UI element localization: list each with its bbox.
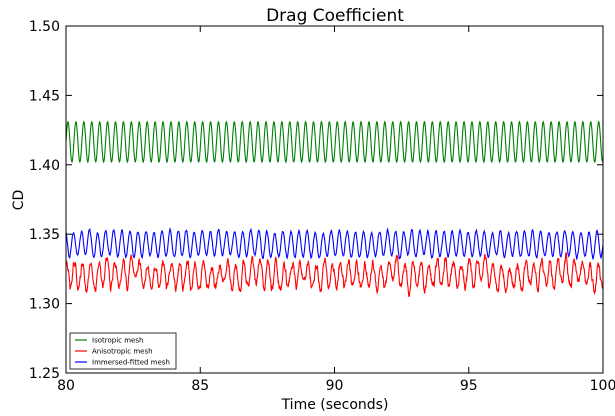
x-tick-label: 85 xyxy=(191,378,209,394)
chart-title: Drag Coefficient xyxy=(266,6,404,26)
ticks-layer: 80 85 90 95 100 1.25 1.30 1.35 1.40 1.45 1.50 xyxy=(29,19,615,394)
x-tick-label: 90 xyxy=(326,378,344,394)
y-tick-label: 1.45 xyxy=(29,88,60,104)
y-axis-label: CD xyxy=(11,190,27,211)
legend-box xyxy=(69,332,177,370)
y-tick-label: 1.50 xyxy=(29,19,60,35)
series-line-1 xyxy=(65,120,604,164)
x-axis-label: Time (seconds) xyxy=(281,397,389,412)
series-layer xyxy=(65,120,604,298)
plot-frame xyxy=(65,25,604,374)
legend-label-2: Anisotropic mesh xyxy=(92,348,153,356)
x-tick-label: 100 xyxy=(590,378,615,394)
y-tick-label: 1.35 xyxy=(29,227,60,243)
y-tick-label: 1.40 xyxy=(29,158,60,174)
x-tick-label: 80 xyxy=(57,378,75,394)
legend-label-3: Immersed-fitted mesh xyxy=(92,359,170,367)
series-line-2 xyxy=(65,252,604,298)
y-tick-label: 1.30 xyxy=(29,297,60,313)
series-line-3 xyxy=(65,226,604,261)
legend-label-1: Isotropic mesh xyxy=(92,337,143,345)
legend: Isotropic mesh Anisotropic mesh Immersed-f… xyxy=(69,332,177,370)
y-tick-label: 1.25 xyxy=(29,366,60,382)
x-tick-label: 95 xyxy=(460,378,478,394)
